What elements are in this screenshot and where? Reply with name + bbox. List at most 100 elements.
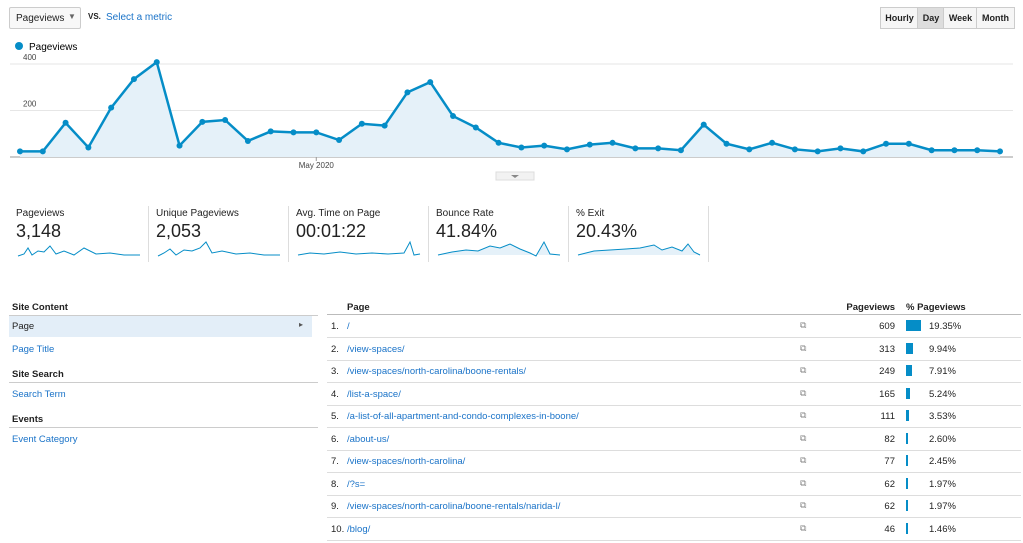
point	[632, 145, 639, 152]
pageviews: 249	[879, 366, 895, 377]
line-chart: Pageviews 200 400 May 2020	[10, 42, 1013, 181]
point	[905, 140, 912, 147]
pct-label: 9.94%	[929, 343, 956, 355]
open-icon: ⧉	[800, 455, 807, 465]
pct-bar	[906, 477, 908, 489]
open-icon: ⧉	[800, 320, 807, 330]
open-icon: ⧉	[800, 522, 807, 533]
month-button[interactable]: Month	[976, 7, 1015, 29]
point	[518, 144, 525, 151]
pct-label: 19.35%	[929, 321, 962, 332]
point	[404, 89, 411, 96]
scorecard: Avg. Time on Page 00:01:22	[296, 206, 429, 262]
page-link[interactable]: /	[347, 321, 350, 332]
point	[951, 147, 958, 154]
page-link[interactable]: /?s=	[347, 478, 366, 490]
point	[495, 139, 502, 146]
rank: 8.	[331, 478, 339, 490]
sparkline	[437, 240, 561, 257]
point	[17, 148, 23, 155]
week-button[interactable]: Week	[943, 7, 978, 29]
page-link[interactable]: /a-list-of-all-apartment-and-condo-compl…	[347, 411, 579, 422]
point	[108, 104, 115, 111]
pct-bar	[906, 320, 921, 331]
vs-label: VS.	[88, 12, 101, 21]
pct-bar	[906, 410, 909, 421]
scorecard-value: 00:01:22	[296, 221, 367, 241]
pct-label: 1.97%	[929, 501, 956, 512]
open-icon: ⧉	[800, 432, 807, 443]
open-icon: ⧉	[800, 342, 807, 353]
scorecard-label: Pageviews	[16, 208, 65, 219]
sidebar-link[interactable]: Event Category	[12, 434, 78, 445]
pct-bar	[906, 342, 914, 354]
metric-dropdown[interactable]: Pageviews ▼	[9, 7, 81, 29]
point	[450, 113, 457, 120]
point	[769, 139, 776, 146]
point	[244, 137, 251, 144]
point	[381, 122, 388, 129]
point	[290, 129, 297, 136]
pageviews: 62	[884, 501, 895, 512]
rank: 2.	[331, 343, 339, 355]
point	[427, 79, 434, 86]
sparkline	[577, 243, 701, 256]
metric-label: Pageviews	[16, 13, 65, 24]
open-icon: ⧉	[800, 500, 807, 510]
page-link[interactable]: /view-spaces/north-carolina/boone-rental…	[347, 501, 561, 512]
sidebar-link[interactable]: Page Title	[12, 344, 55, 355]
scorecard: Pageviews 3,148	[16, 206, 149, 262]
select-metric[interactable]: Select a metric	[106, 12, 173, 23]
point	[358, 120, 365, 127]
open-icon: ⧉	[800, 410, 807, 420]
page-link[interactable]: /view-spaces/	[347, 343, 405, 355]
table-row: 3. /view-spaces/north-carolina/boone-rent…	[327, 360, 1021, 383]
point	[267, 128, 274, 135]
page-link[interactable]: /view-spaces/north-carolina/boone-rental…	[347, 366, 527, 377]
scorecard-label: Bounce Rate	[436, 208, 494, 219]
point	[199, 118, 206, 125]
sparkline	[297, 240, 421, 256]
point	[563, 146, 570, 153]
point	[39, 148, 46, 155]
point	[860, 148, 867, 155]
rank: 1.	[331, 321, 339, 332]
rank: 6.	[331, 433, 339, 445]
page-link[interactable]: /list-a-space/	[347, 388, 401, 400]
page-link[interactable]: /view-spaces/north-carolina/	[347, 456, 466, 467]
point	[153, 59, 160, 66]
pct-label: 3.53%	[929, 411, 956, 422]
open-icon: ⧉	[800, 387, 807, 398]
pct-bar	[906, 522, 908, 534]
sidebar-heading: Site Content	[9, 302, 318, 316]
sidebar-link[interactable]: Search Term	[12, 389, 66, 400]
pct-bar	[906, 432, 908, 444]
point	[928, 147, 935, 154]
table-header: Page Pageviews % Pageviews	[327, 300, 1021, 315]
sidebar-heading: Site Search	[9, 369, 318, 383]
pct-bar	[906, 455, 908, 466]
rank: 10.	[331, 523, 345, 535]
pct-bar	[906, 500, 908, 511]
pageviews: 62	[884, 478, 895, 490]
point	[655, 145, 662, 152]
scorecard-value: 41.84%	[436, 221, 498, 241]
table-row: 6. /about-us/ ⧉ 82 2.60%	[327, 428, 1021, 451]
pct-bar	[906, 365, 912, 376]
sidebar-selected[interactable]: Page ▸	[9, 316, 312, 337]
page-link[interactable]: /about-us/	[347, 433, 390, 445]
point	[313, 129, 320, 136]
page-link[interactable]: /blog/	[347, 523, 371, 535]
pct-label: 2.60%	[929, 433, 956, 445]
point	[541, 142, 548, 149]
legend-swatch	[15, 42, 23, 50]
pageviews: 111	[880, 411, 895, 422]
scorecard-value: 2,053	[156, 221, 202, 241]
pct-label: 2.45%	[929, 456, 956, 467]
scorecard-value: 3,148	[16, 221, 62, 241]
table-row: 9. /view-spaces/north-carolina/boone-rent…	[327, 495, 1021, 518]
sparkline	[17, 245, 140, 257]
point	[609, 139, 616, 146]
pct-label: 5.24%	[929, 388, 956, 400]
